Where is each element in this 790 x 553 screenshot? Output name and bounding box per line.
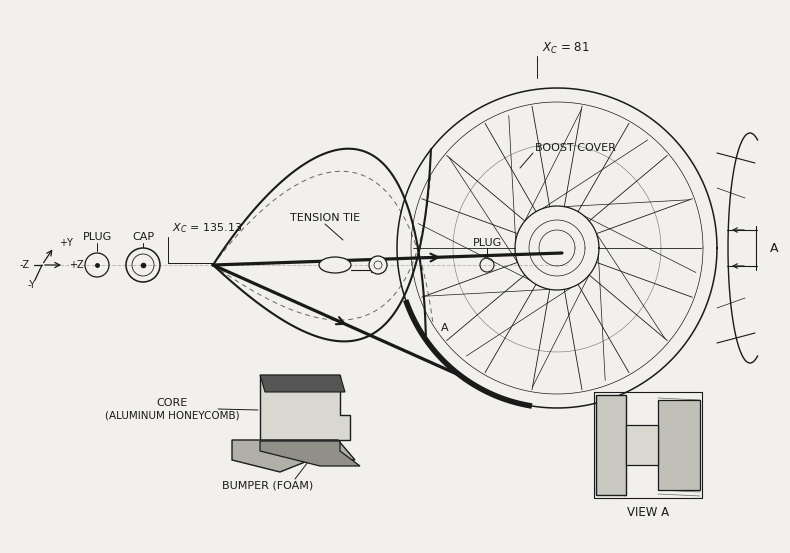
Text: PLUG: PLUG	[472, 238, 502, 248]
Text: TENSION TIE: TENSION TIE	[290, 213, 360, 223]
Text: A: A	[441, 323, 449, 333]
Text: A: A	[770, 242, 778, 254]
Text: +Z: +Z	[69, 260, 84, 270]
Polygon shape	[626, 425, 658, 465]
Polygon shape	[260, 441, 360, 466]
Text: +Y: +Y	[59, 238, 73, 248]
Polygon shape	[260, 375, 345, 392]
Text: $X_C$ = 81: $X_C$ = 81	[542, 40, 590, 55]
Text: CORE: CORE	[156, 398, 188, 408]
Ellipse shape	[319, 257, 351, 273]
Polygon shape	[596, 395, 626, 495]
Text: PLUG: PLUG	[82, 232, 111, 242]
Polygon shape	[232, 440, 355, 472]
Text: CAP: CAP	[132, 232, 154, 242]
Text: -Z: -Z	[20, 260, 30, 270]
Text: BUMPER (FOAM): BUMPER (FOAM)	[222, 480, 314, 490]
Text: BOOST COVER: BOOST COVER	[535, 143, 616, 153]
Circle shape	[369, 256, 387, 274]
Text: VIEW A: VIEW A	[627, 507, 669, 519]
Polygon shape	[658, 400, 700, 490]
Polygon shape	[260, 375, 350, 440]
Text: $X_C$ = 135.13: $X_C$ = 135.13	[172, 221, 243, 235]
Text: -Y: -Y	[28, 280, 36, 290]
Text: (ALUMINUM HONEYCOMB): (ALUMINUM HONEYCOMB)	[105, 410, 239, 420]
